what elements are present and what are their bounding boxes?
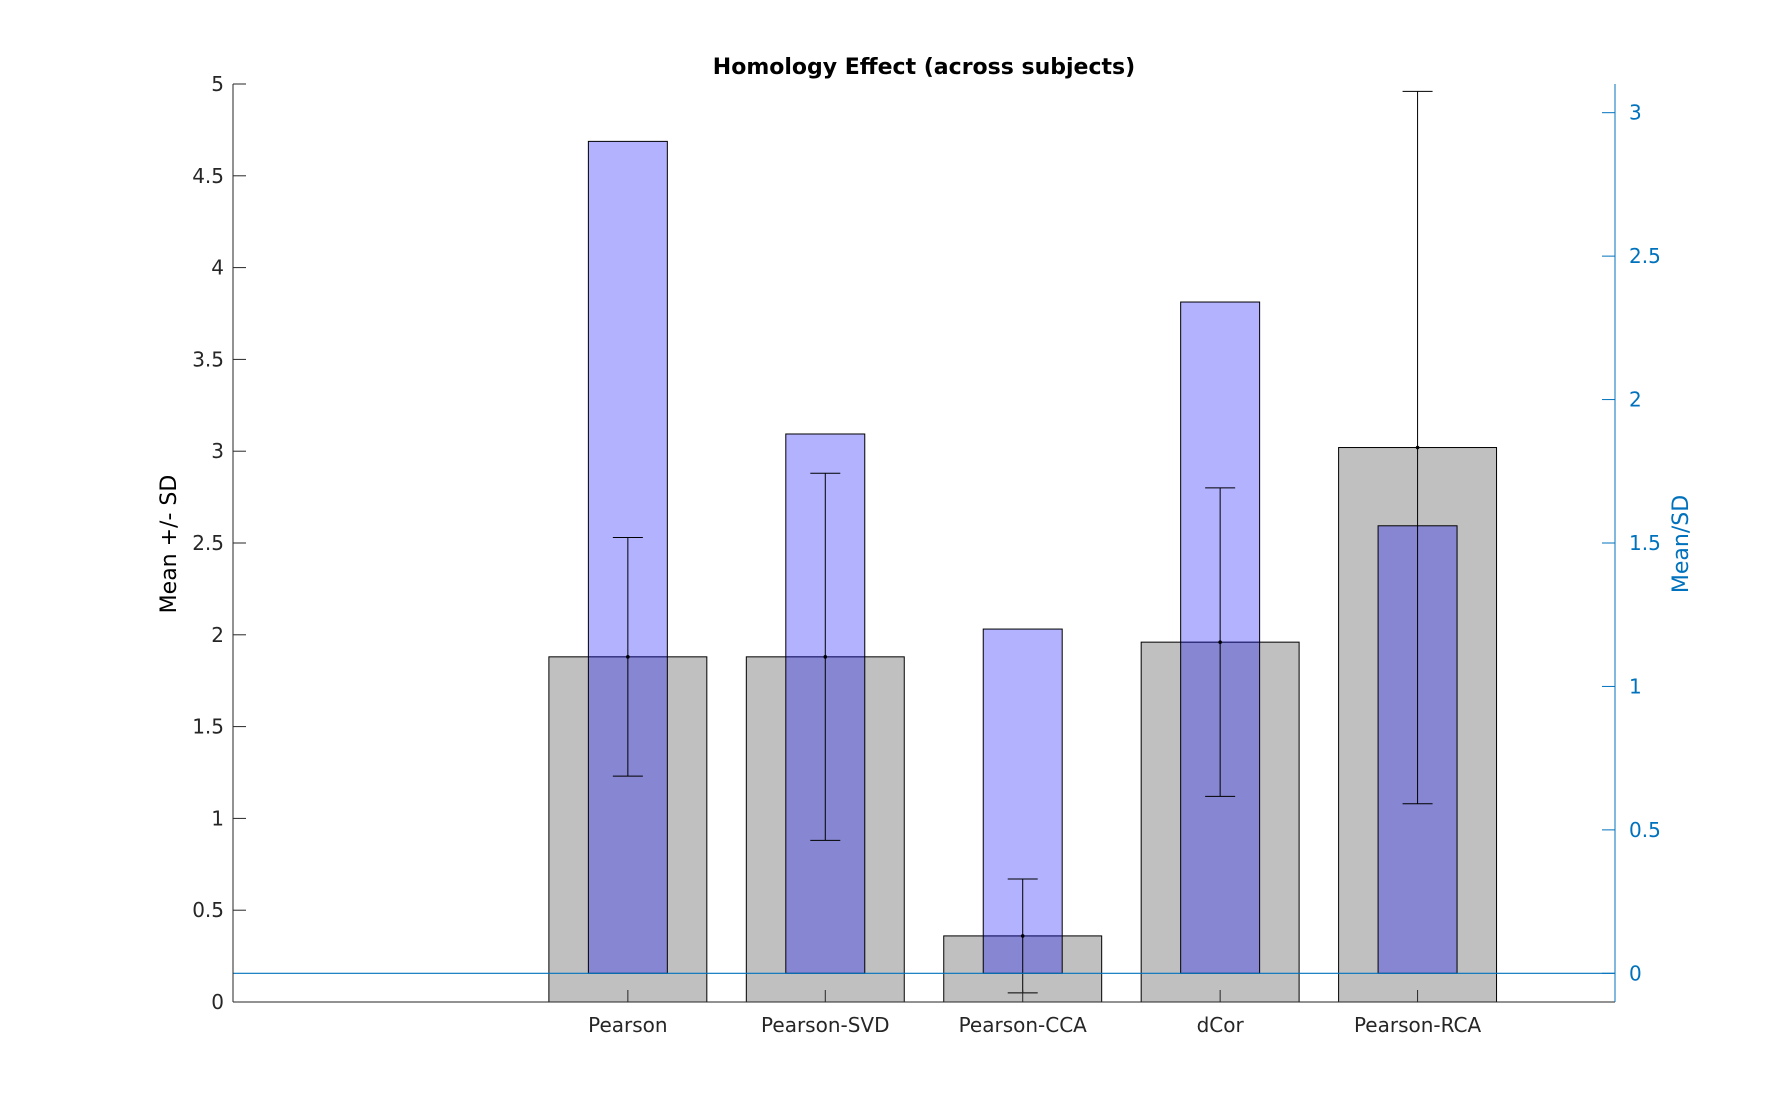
left-tick-label: 0 xyxy=(211,990,224,1014)
right-tick-label: 3 xyxy=(1629,101,1642,125)
mean-marker xyxy=(626,655,630,659)
mean-marker xyxy=(1218,640,1222,644)
left-tick-label: 5 xyxy=(211,72,224,96)
left-axis-label: Mean +/- SD xyxy=(157,475,182,614)
chart-title: Homology Effect (across subjects) xyxy=(713,55,1135,80)
right-tick-label: 1 xyxy=(1629,674,1642,698)
category-label: dCor xyxy=(1197,1013,1245,1037)
category-label: Pearson-RCA xyxy=(1354,1013,1482,1037)
right-tick-label: 2.5 xyxy=(1629,244,1661,268)
left-tick-label: 3 xyxy=(211,439,224,463)
category-labels: Pearson Pearson-SVD Pearson-CCA dCor Pearson… xyxy=(588,990,1481,1037)
category-label: Pearson xyxy=(588,1013,667,1037)
right-axis-ticks: 0 0.5 1 1.5 2 2.5 3 xyxy=(1602,101,1661,985)
right-tick-label: 2 xyxy=(1629,388,1642,412)
left-tick-label: 2.5 xyxy=(192,531,224,555)
mean-marker xyxy=(823,655,828,659)
left-tick-label: 0.5 xyxy=(192,898,224,922)
left-tick-label: 1.5 xyxy=(192,715,224,739)
ratio-bars xyxy=(587,140,1458,974)
left-axis-ticks: 0 0.5 1 1.5 2 2.5 3 3.5 4 4.5 5 xyxy=(192,72,246,1014)
right-axis-label: Mean/SD xyxy=(1669,495,1694,593)
category-label: Pearson-SVD xyxy=(761,1013,889,1037)
left-tick-label: 2 xyxy=(211,623,224,647)
right-tick-label: 0 xyxy=(1629,961,1642,985)
left-tick-label: 3.5 xyxy=(192,347,224,371)
right-tick-label: 1.5 xyxy=(1629,531,1661,555)
left-tick-label: 1 xyxy=(211,806,224,830)
left-tick-label: 4.5 xyxy=(192,164,224,188)
mean-marker xyxy=(1020,934,1025,938)
left-tick-label: 4 xyxy=(211,256,224,280)
right-tick-label: 0.5 xyxy=(1629,818,1661,842)
mean-marker xyxy=(1415,445,1420,450)
category-label: Pearson-CCA xyxy=(959,1013,1088,1037)
